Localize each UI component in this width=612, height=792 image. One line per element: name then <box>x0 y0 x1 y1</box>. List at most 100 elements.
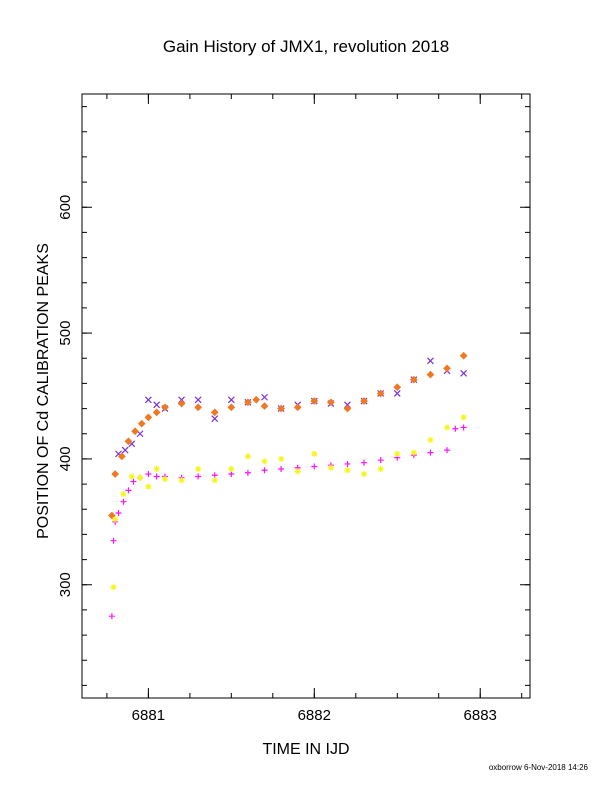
y-tick-label: 400 <box>57 446 74 471</box>
x-tick-label: 6883 <box>464 707 497 724</box>
data-point-marker <box>460 414 467 421</box>
data-point-marker <box>110 584 117 591</box>
data-point-marker <box>261 467 268 474</box>
data-point-marker <box>227 396 235 404</box>
data-point-marker <box>361 459 368 466</box>
data-point-marker <box>144 413 153 422</box>
y-tick-labels: 300 400 500 600 <box>57 195 74 598</box>
data-point-marker <box>377 465 384 472</box>
data-point-marker <box>121 446 129 454</box>
minor-ticks <box>82 94 530 698</box>
data-point-marker <box>152 408 161 417</box>
data-point-marker <box>153 473 160 480</box>
data-point-marker <box>311 463 318 470</box>
data-point-marker <box>145 483 152 490</box>
data-point-marker <box>195 473 202 480</box>
data-point-marker <box>278 455 285 462</box>
data-point-marker <box>393 390 401 397</box>
data-point-marker <box>444 447 451 454</box>
minor-tick-marks <box>82 94 530 698</box>
data-point-marker <box>244 469 251 476</box>
data-point-marker <box>112 516 119 523</box>
chart-title: Gain History of JMX1, revolution 2018 <box>163 37 449 56</box>
data-point-marker <box>161 476 168 483</box>
data-point-marker <box>244 453 251 460</box>
data-point-marker <box>194 403 202 412</box>
data-point-marker <box>211 415 219 423</box>
data-point-marker <box>211 477 218 484</box>
data-point-marker <box>111 470 120 478</box>
y-tick-label: 600 <box>57 195 74 220</box>
data-point-marker <box>117 452 126 461</box>
data-point-marker <box>153 465 160 472</box>
data-point-marker <box>178 477 185 484</box>
data-point-marker <box>427 357 434 365</box>
data-point-marker <box>244 398 252 407</box>
data-point-marker <box>344 467 351 474</box>
data-point-marker <box>124 437 133 446</box>
data-point-marker <box>108 511 116 520</box>
data-point-marker <box>310 397 319 405</box>
data-point-marker <box>293 403 302 412</box>
data-point-marker <box>120 491 127 498</box>
data-point-marker <box>377 457 384 464</box>
data-point-marker <box>194 396 202 404</box>
data-point-marker <box>137 474 144 481</box>
data-point-marker <box>125 487 132 494</box>
data-point-marker <box>278 465 285 472</box>
data-point-marker <box>343 404 352 413</box>
data-point-marker <box>120 498 127 505</box>
data-point-marker <box>393 383 402 392</box>
y-tick-label: 300 <box>57 572 74 597</box>
x-tick-label: 6881 <box>132 707 165 724</box>
data-point-marker <box>227 403 236 412</box>
data-point-marker <box>344 460 351 467</box>
data-point-marker <box>261 458 268 465</box>
data-point-marker <box>260 402 269 410</box>
data-point-marker <box>130 478 137 485</box>
data-point-marker <box>294 468 301 475</box>
data-point-marker <box>144 396 152 404</box>
data-point-marker <box>108 613 115 620</box>
data-point-marker <box>452 425 459 432</box>
data-point-marker <box>311 450 318 457</box>
data-point-marker <box>427 437 434 444</box>
data-point-marker <box>128 473 135 480</box>
data-point-marker <box>327 398 335 407</box>
data-point-marker <box>228 465 235 472</box>
data-point-marker <box>394 450 401 457</box>
data-series <box>108 351 468 620</box>
data-point-marker <box>427 449 434 456</box>
data-point-marker <box>195 465 202 472</box>
data-point-marker <box>277 404 285 413</box>
x-tick-label: 6882 <box>298 707 331 724</box>
data-point-marker <box>153 401 161 409</box>
plot-frame <box>81 93 531 699</box>
y-tick-label: 500 <box>57 321 74 346</box>
data-point-marker <box>327 464 334 471</box>
data-point-marker <box>252 395 261 404</box>
data-point-marker <box>460 369 468 377</box>
series-2 <box>108 351 468 520</box>
x-axis-label: TIME IN IJD <box>262 741 349 758</box>
data-point-marker <box>376 389 385 398</box>
data-point-marker <box>115 510 122 517</box>
footer-credit: oxborrow 6-Nov-2018 14:26 <box>489 763 589 772</box>
data-point-marker <box>161 403 169 412</box>
data-point-marker <box>177 399 186 408</box>
major-ticks <box>82 94 530 698</box>
data-point-marker <box>131 427 139 436</box>
data-point-marker <box>410 375 418 384</box>
data-point-marker <box>459 351 468 360</box>
y-axis-label: POSITION OF Cd CALIBRATION PEAKS <box>35 243 52 539</box>
data-point-marker <box>228 471 235 478</box>
data-point-marker <box>110 537 117 544</box>
data-point-marker <box>410 449 417 456</box>
data-point-marker <box>443 364 451 373</box>
data-point-marker <box>426 370 435 379</box>
data-point-marker <box>210 408 219 417</box>
data-point-marker <box>211 472 218 479</box>
data-point-marker <box>145 471 152 478</box>
data-point-marker <box>444 424 451 431</box>
